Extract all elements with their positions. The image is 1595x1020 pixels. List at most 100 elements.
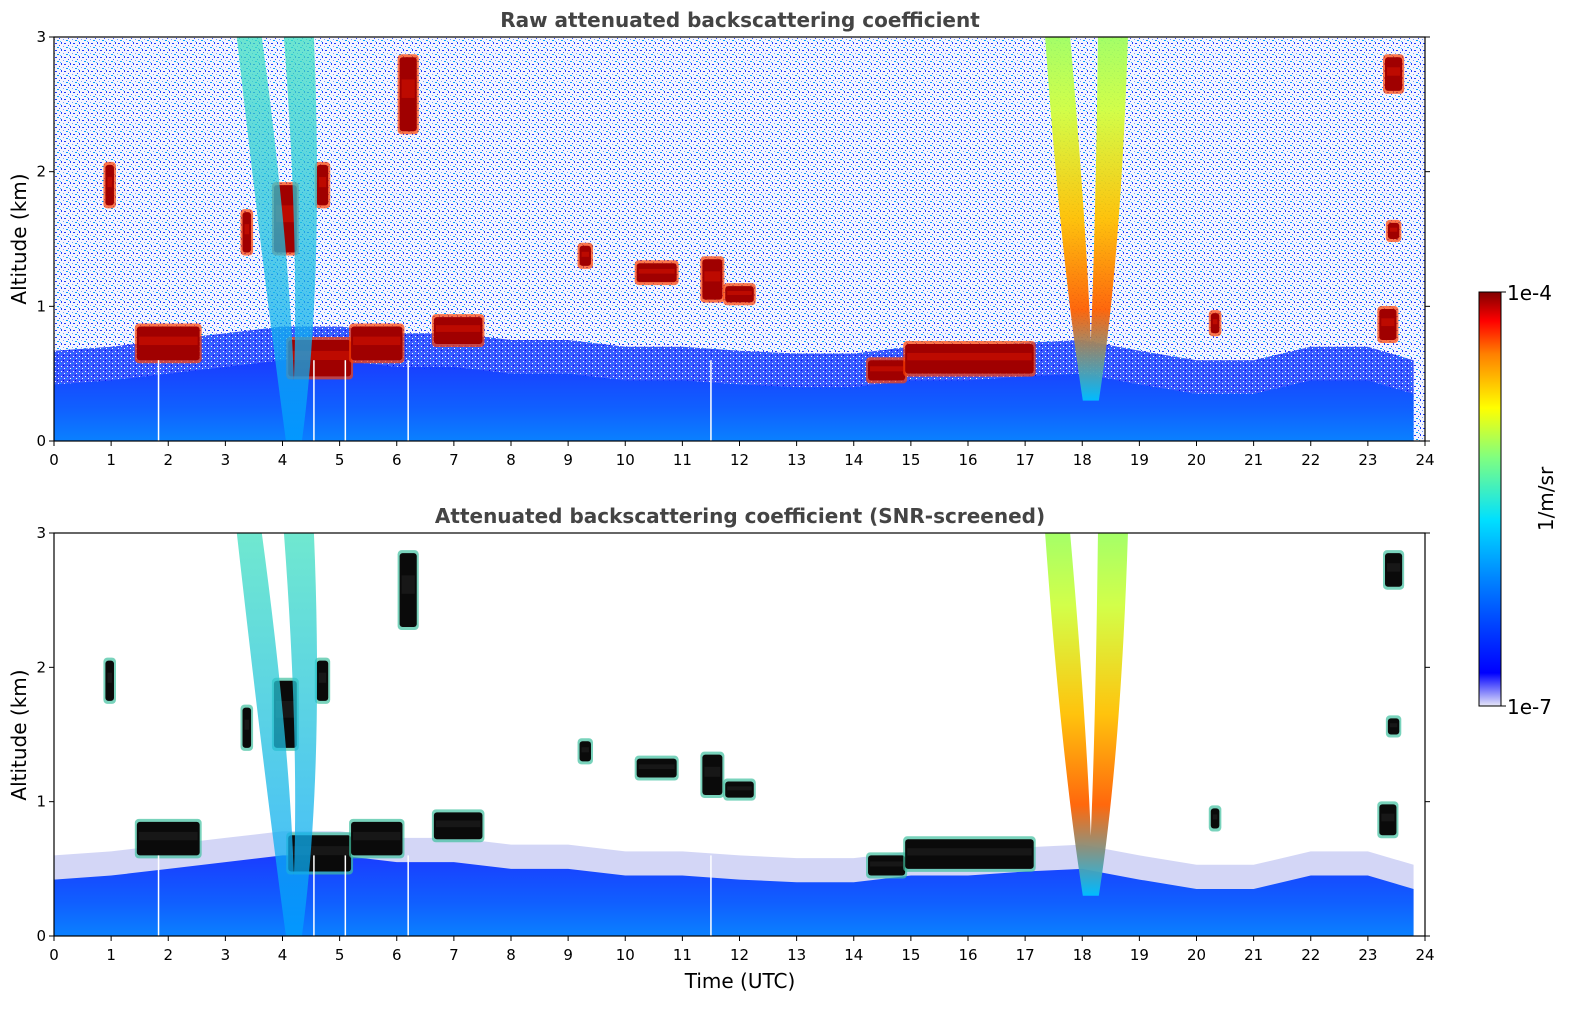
raw-cloud-band-14: [870, 366, 904, 372]
screened-x-tick-label-5: 5: [335, 946, 345, 964]
raw-x-tick-label-13: 13: [787, 451, 806, 469]
screened-cloud-band-11: [704, 766, 721, 777]
screened-x-tick-label-10: 10: [616, 946, 635, 964]
screened-x-tick-label-18: 18: [1073, 946, 1092, 964]
screened-y-tick-label-3: 3: [36, 524, 46, 542]
raw-cloud-band-12: [727, 290, 752, 296]
raw-x-tick-label-23: 23: [1358, 451, 1377, 469]
screened-cloud-band-16: [1387, 563, 1401, 572]
raw-cloud-band-1: [138, 336, 198, 346]
screened-cloud-16: [1383, 550, 1405, 590]
screened-cloud-band-7: [290, 846, 350, 856]
screened-cloud-11: [700, 751, 725, 798]
screened-x-tick-label-14: 14: [844, 946, 863, 964]
screened-x-tick-label-1: 1: [106, 946, 116, 964]
raw-cloud-band-13: [581, 251, 589, 257]
screened-x-tick-label-13: 13: [787, 946, 806, 964]
raw-x-tick-label-0: 0: [49, 451, 59, 469]
raw-cloud-6: [397, 54, 419, 135]
raw-cloud-band-18: [1212, 319, 1218, 325]
raw-cloud-8: [349, 323, 405, 364]
screened-y-tick-label-0: 0: [36, 927, 46, 945]
raw-x-tick-label-3: 3: [221, 451, 231, 469]
screened-cloud-3: [240, 704, 254, 751]
raw-x-tick-label-18: 18: [1073, 451, 1092, 469]
raw-x-tick-label-17: 17: [1016, 451, 1035, 469]
screened-data-layers: [54, 533, 1414, 936]
raw-y-ticks: 0 1 2 3: [36, 28, 1430, 450]
raw-x-tick-label-22: 22: [1301, 451, 1320, 469]
raw-cloud-band-7: [290, 350, 350, 360]
screened-x-tick-label-15: 15: [901, 946, 920, 964]
screened-y-ticks: 0 1 2 3: [36, 524, 1430, 945]
screened-y-tick-label-1: 1: [36, 793, 46, 811]
screened-cloud-band-8: [353, 831, 401, 841]
screened-x-tick-label-20: 20: [1187, 946, 1206, 964]
raw-cloud-band-15: [907, 352, 1032, 361]
screened-plot-area: [54, 533, 1425, 936]
raw-panel-title: Raw attenuated backscattering coefficien…: [500, 8, 980, 32]
raw-cloud-3: [240, 209, 254, 256]
raw-cloud-band-10: [638, 268, 675, 274]
screened-cloud-15: [903, 836, 1036, 872]
raw-cloud-18: [1208, 310, 1222, 337]
raw-cloud-17: [1385, 219, 1402, 242]
raw-data-layers: [54, 37, 1414, 441]
raw-x-tick-label-14: 14: [844, 451, 863, 469]
screened-cloud-6: [397, 550, 419, 631]
screened-cloud-12: [723, 778, 756, 801]
screened-cloud-band-2: [107, 672, 112, 683]
raw-cloud-band-11: [704, 271, 721, 282]
raw-cloud-band-19: [1381, 318, 1395, 327]
screened-cloud-band-18: [1212, 814, 1218, 820]
raw-x-tick-label-19: 19: [1130, 451, 1149, 469]
raw-cloud-band-8: [353, 336, 401, 346]
raw-x-tick-label-11: 11: [673, 451, 692, 469]
raw-cloud-band-17: [1389, 227, 1398, 232]
raw-cloud-12: [723, 283, 756, 306]
raw-cloud-band-5: [318, 177, 327, 188]
screened-cloud-17: [1385, 715, 1402, 738]
screened-plume-21: [236, 533, 318, 936]
screened-x-tick-label-23: 23: [1358, 946, 1377, 964]
raw-y-tick-label-1: 1: [36, 297, 46, 315]
raw-cloud-9: [431, 314, 485, 348]
raw-x-tick-label-15: 15: [901, 451, 920, 469]
raw-x-ticks: 0 1 2 3 4 5 6 7 8 9 10 11 12 13 14 15 16 17 18 19 20 21 22 23 24: [49, 441, 1435, 469]
screened-x-tick-label-4: 4: [278, 946, 288, 964]
screened-x-tick-label-8: 8: [506, 946, 516, 964]
screened-cloud-13: [577, 738, 593, 765]
screened-x-tick-label-6: 6: [392, 946, 402, 964]
screened-cloud-band-9: [435, 820, 481, 828]
screened-x-tick-label-3: 3: [221, 946, 231, 964]
raw-cloud-2: [103, 161, 116, 209]
screened-boundary-layer: [54, 855, 1414, 936]
screened-x-tick-label-7: 7: [449, 946, 459, 964]
raw-y-tick-label-0: 0: [36, 432, 46, 450]
screened-x-tick-label-19: 19: [1130, 946, 1149, 964]
raw-plume-21: [236, 37, 318, 441]
raw-x-tick-label-2: 2: [163, 451, 173, 469]
raw-x-tick-label-6: 6: [392, 451, 402, 469]
colorbar: 1e-4 1e-7 1/m/sr: [1478, 281, 1558, 719]
raw-cloud-19: [1377, 306, 1399, 343]
screened-x-tick-label-11: 11: [673, 946, 692, 964]
screened-cloud-14: [866, 852, 908, 879]
screened-x-tick-label-9: 9: [563, 946, 573, 964]
screened-cloud-band-15: [907, 848, 1032, 856]
screened-cloud-19: [1377, 801, 1399, 839]
screened-y-tick-label-2: 2: [36, 658, 46, 676]
raw-panel: Raw attenuated backscattering coefficien…: [7, 8, 1435, 469]
screened-x-ticks: 0 1 2 3 4 5 6 7 8 9 10 11 12 13 14 15 16 17 18 19 20 21 22 23 24: [49, 936, 1435, 964]
raw-y-tick-label-3: 3: [36, 28, 46, 46]
screened-cloud-2: [103, 657, 116, 704]
raw-cloud-10: [634, 260, 679, 286]
raw-x-tick-label-9: 9: [563, 451, 573, 469]
screened-cloud-band-14: [870, 861, 904, 867]
screened-x-tick-label-2: 2: [163, 946, 173, 964]
screened-cloud-band-3: [244, 719, 250, 730]
screened-x-tick-label-12: 12: [730, 946, 749, 964]
raw-y-tick-label-2: 2: [36, 163, 46, 181]
screened-cloud-band-13: [581, 747, 589, 753]
raw-cloud-16: [1383, 54, 1405, 94]
